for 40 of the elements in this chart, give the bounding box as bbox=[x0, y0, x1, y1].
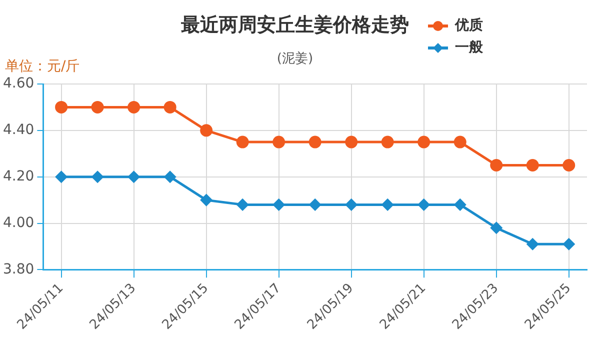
point bbox=[418, 136, 430, 148]
point bbox=[526, 158, 539, 172]
y-tick-label: 4.00 bbox=[3, 214, 34, 231]
y-tick-label: 4.20 bbox=[3, 168, 34, 184]
y-axis-title: 单位：元/斤 bbox=[5, 58, 80, 75]
point bbox=[164, 171, 176, 183]
point bbox=[381, 136, 394, 148]
y-tick-label: 4.60 bbox=[3, 76, 34, 92]
point bbox=[563, 238, 575, 250]
point bbox=[490, 222, 502, 234]
point bbox=[128, 100, 140, 114]
point bbox=[128, 171, 140, 183]
point bbox=[454, 198, 466, 210]
legend-label: 一般 bbox=[455, 40, 484, 56]
point bbox=[272, 136, 286, 148]
point bbox=[526, 238, 538, 250]
point bbox=[382, 198, 394, 210]
point bbox=[273, 198, 285, 210]
point bbox=[200, 194, 212, 206]
point bbox=[236, 198, 248, 210]
point bbox=[200, 124, 213, 137]
point bbox=[55, 100, 68, 114]
point bbox=[236, 136, 249, 148]
point bbox=[164, 100, 176, 114]
legend-label: 优质 bbox=[454, 16, 483, 34]
point bbox=[92, 171, 104, 183]
chart-subtitle: (泥姜) bbox=[276, 50, 314, 66]
point bbox=[454, 136, 466, 148]
y-tick-label: 4.40 bbox=[3, 122, 34, 138]
point bbox=[56, 171, 68, 183]
point bbox=[308, 136, 322, 148]
point bbox=[345, 136, 358, 148]
chart-title: 最近两周安丘生姜价格走势 bbox=[180, 14, 409, 36]
point bbox=[346, 198, 358, 210]
point bbox=[91, 100, 104, 114]
point bbox=[490, 158, 503, 172]
point bbox=[562, 158, 576, 172]
y-tick-label: 3.80 bbox=[3, 261, 34, 278]
point bbox=[418, 198, 430, 210]
point bbox=[309, 198, 321, 210]
